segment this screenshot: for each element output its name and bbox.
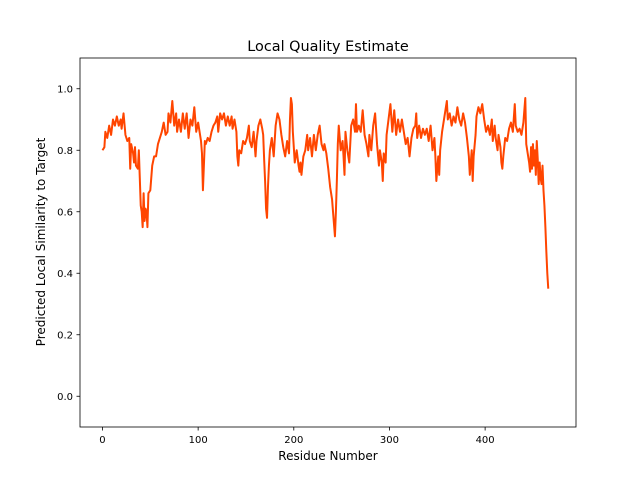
plot-frame	[79, 57, 577, 428]
y-axis-ticks: 0.0 0.2 0.4 0.6 0.8 1.0	[57, 84, 80, 403]
x-tick-label: 0	[99, 435, 105, 446]
y-tick-label: 0.0	[57, 392, 73, 403]
x-tick-label: 300	[380, 435, 399, 446]
y-tick-label: 0.8	[57, 146, 73, 157]
x-tick-label: 200	[284, 435, 303, 446]
chart-title: Local Quality Estimate	[247, 39, 409, 55]
y-tick-label: 0.4	[57, 269, 73, 280]
y-tick-label: 1.0	[57, 84, 73, 95]
y-tick-label: 0.2	[57, 330, 73, 341]
series-line-0	[101, 96, 550, 289]
plot-area	[79, 57, 577, 428]
y-axis-label: Predicted Local Similarity to Target	[34, 137, 48, 346]
y-tick-label: 0.6	[57, 207, 73, 218]
x-axis-label: Residue Number	[278, 449, 377, 463]
x-tick-label: 100	[189, 435, 208, 446]
x-axis-ticks: 0 100 200 300 400	[99, 427, 495, 446]
x-tick-label: 400	[476, 435, 495, 446]
